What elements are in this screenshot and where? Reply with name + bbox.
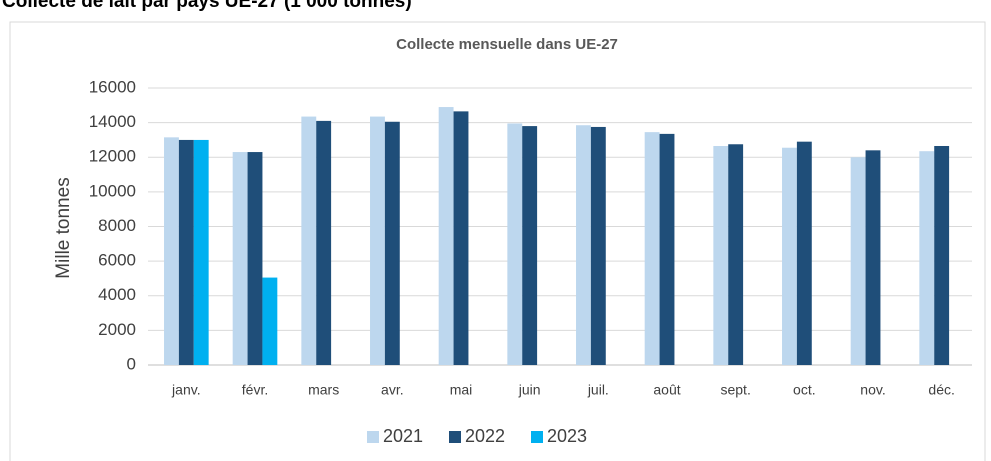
bar — [850, 157, 866, 365]
legend-label: 2021 — [383, 426, 423, 446]
bar — [193, 139, 209, 365]
x-tick-label: déc. — [928, 382, 954, 398]
x-tick-label: oct. — [793, 382, 816, 398]
bar — [728, 144, 744, 365]
bar — [247, 152, 263, 365]
bar — [865, 150, 881, 365]
y-tick-label: 0 — [127, 354, 136, 373]
bar — [370, 116, 385, 365]
x-tick-label: juil. — [587, 382, 609, 398]
bar — [576, 125, 591, 365]
bar — [438, 107, 454, 365]
x-tick-label: mars — [308, 382, 339, 398]
legend-label: 2023 — [547, 426, 587, 446]
y-tick-label: 4000 — [98, 285, 136, 304]
x-tick-label: sept. — [720, 382, 750, 398]
bar — [453, 111, 469, 365]
x-tick-label: avr. — [381, 382, 404, 398]
bar — [316, 120, 332, 365]
x-tick-label: mai — [450, 382, 473, 398]
y-tick-label: 6000 — [98, 251, 136, 270]
bar — [164, 137, 179, 365]
y-tick-label: 10000 — [89, 181, 136, 200]
legend-swatch — [449, 431, 461, 443]
bar — [782, 147, 797, 365]
chart-frame — [9, 21, 986, 461]
bar — [507, 123, 523, 365]
bar — [644, 132, 660, 365]
bar — [590, 126, 606, 365]
y-tick-label: 14000 — [89, 112, 136, 131]
chart-title: Collecte mensuelle dans UE-27 — [396, 36, 618, 53]
bar — [301, 116, 317, 365]
bar — [232, 152, 248, 365]
x-tick-label: févr. — [242, 382, 268, 398]
x-tick-label: nov. — [860, 382, 885, 398]
legend-label: 2022 — [465, 426, 505, 446]
bar — [178, 139, 194, 365]
x-tick-label: août — [653, 382, 680, 398]
y-tick-label: 16000 — [89, 77, 136, 96]
bar — [919, 151, 935, 365]
bar — [384, 121, 400, 366]
legend-swatch — [531, 431, 543, 443]
y-tick-label: 8000 — [98, 216, 136, 235]
y-tick-label: 2000 — [98, 320, 136, 339]
bar — [796, 141, 812, 365]
bar — [262, 277, 278, 365]
page-title: Collecte de lait par pays UE-27 (1 000 t… — [2, 0, 412, 12]
x-tick-label: janv. — [171, 382, 201, 398]
y-axis-title: Mille tonnes — [53, 177, 74, 278]
x-tick-label: juin — [518, 382, 541, 398]
bar — [934, 145, 950, 365]
y-tick-label: 12000 — [89, 147, 136, 166]
legend-swatch — [367, 431, 379, 443]
bar — [713, 145, 729, 365]
bar — [522, 126, 538, 366]
bar — [659, 133, 675, 365]
